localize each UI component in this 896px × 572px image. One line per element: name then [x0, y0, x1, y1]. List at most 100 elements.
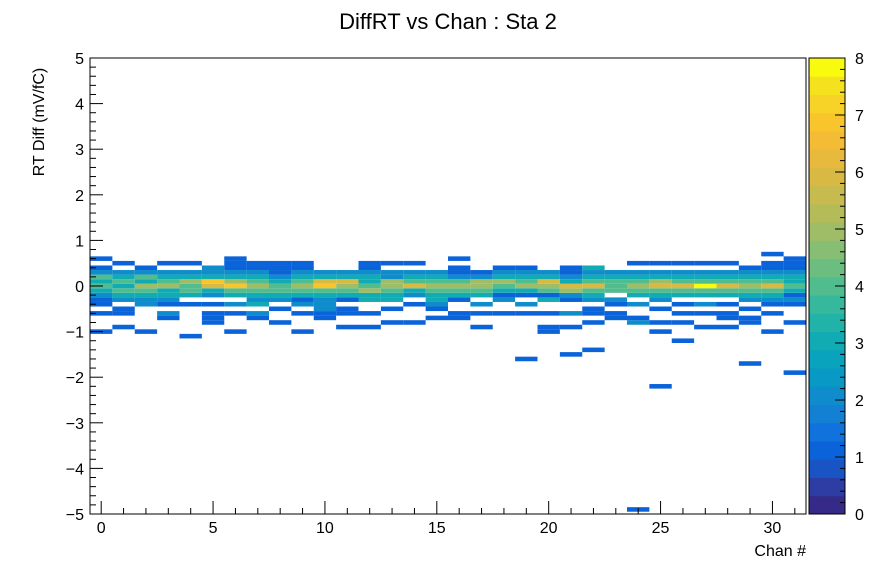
heatmap-cell	[313, 288, 337, 293]
heatmap-cell	[470, 279, 493, 284]
heatmap-cell	[627, 274, 650, 280]
heatmap-cell	[403, 270, 426, 275]
heatmap-cell	[224, 311, 247, 316]
heatmap-cell	[761, 251, 784, 257]
heatmap-cell	[694, 283, 717, 289]
heatmap-cell	[336, 297, 359, 302]
heatmap-cell	[582, 274, 605, 280]
y-tick-label: 2	[75, 188, 84, 205]
heatmap-cell	[157, 292, 180, 298]
heatmap-cell	[649, 384, 672, 389]
heatmap-cell	[738, 320, 762, 325]
heatmap-cell	[470, 311, 493, 316]
heatmap-cell	[716, 260, 739, 266]
heatmap-cell	[201, 279, 225, 284]
heatmap-cell	[761, 283, 784, 289]
heatmap-cell	[649, 279, 672, 284]
heatmap-cell	[358, 292, 381, 298]
heatmap-cell	[515, 288, 538, 293]
heatmap-cell	[134, 270, 158, 275]
heatmap-cell	[761, 311, 784, 316]
heatmap-cell	[224, 256, 247, 261]
heatmap-cell	[425, 270, 448, 275]
heatmap-cell	[761, 329, 784, 334]
heatmap-cell	[470, 270, 493, 275]
heatmap-cell	[671, 311, 695, 316]
heatmap-cell	[671, 338, 695, 343]
heatmap-cell	[112, 283, 135, 289]
heatmap-cell	[179, 301, 202, 307]
heatmap-cell	[694, 279, 717, 284]
heatmap-cell	[112, 260, 135, 266]
heatmap-cell	[90, 270, 113, 275]
heatmap-cell	[627, 279, 650, 284]
heatmap-cell	[157, 274, 180, 280]
color-scale-segment	[809, 130, 845, 150]
heatmap-cell	[269, 260, 292, 266]
color-scale-segment	[809, 276, 845, 296]
heatmap-cell	[783, 292, 806, 298]
heatmap-cell	[336, 283, 359, 289]
color-scale-segment	[809, 185, 845, 205]
heatmap-cell	[313, 279, 337, 284]
heatmap-cell	[224, 301, 247, 307]
heatmap-cell	[90, 297, 113, 302]
heatmap-cell	[492, 288, 516, 293]
heatmap-cell	[112, 292, 135, 298]
heatmap-cell	[716, 292, 739, 298]
heatmap-cell	[134, 274, 158, 280]
color-scale-segment	[809, 167, 845, 187]
heatmap-cell	[112, 279, 135, 284]
heatmap-cell	[783, 265, 806, 271]
heatmap-cell	[537, 297, 560, 302]
heatmap-cell	[90, 274, 113, 280]
heatmap-cell	[246, 311, 269, 316]
heatmap-cell	[112, 324, 135, 330]
color-scale-tick-label: 5	[855, 222, 864, 239]
color-scale-tick-label: 6	[855, 165, 864, 182]
heatmap-cell	[358, 279, 381, 284]
heatmap-cell	[380, 320, 404, 325]
heatmap-cell	[761, 260, 784, 266]
heatmap-cell	[537, 279, 560, 284]
heatmap-cell	[738, 288, 762, 293]
heatmap-cell	[134, 329, 158, 334]
y-tick-label: −1	[66, 325, 84, 342]
heatmap-cell	[380, 306, 404, 312]
heatmap-cell	[112, 288, 135, 293]
heatmap-cell	[201, 265, 225, 271]
heatmap-cell	[157, 301, 180, 307]
heatmap-cell	[470, 288, 493, 293]
heatmap-cell	[269, 274, 292, 280]
heatmap-cell	[671, 301, 695, 307]
color-scale-segment	[809, 240, 845, 260]
heatmap-cell	[783, 256, 806, 261]
heatmap-cell	[112, 270, 135, 275]
heatmap-cell	[336, 270, 359, 275]
heatmap-cell	[291, 265, 314, 271]
heatmap-cell	[649, 274, 672, 280]
color-scale-segment	[809, 441, 845, 460]
axes: 0 5 10 15 20 25 30 −5 −4 −3 −2 −1 0 1 2 3 4 5	[66, 51, 807, 537]
heatmap-cell	[336, 288, 359, 293]
heatmap-cell	[604, 315, 627, 321]
heatmap-cell	[582, 347, 605, 353]
heatmap-cell	[716, 283, 739, 289]
heatmap-cell	[291, 311, 314, 316]
heatmap-cell	[582, 297, 605, 302]
heatmap-cell	[112, 274, 135, 280]
heatmap-cell	[448, 297, 471, 302]
heatmap-cell	[201, 315, 225, 321]
heatmap-cell	[694, 292, 717, 298]
x-tick-label: 10	[316, 520, 334, 537]
heatmap-cell	[515, 283, 538, 289]
heatmap-cell	[537, 324, 560, 330]
heatmap-cell	[694, 274, 717, 280]
heatmap-cell	[604, 279, 627, 284]
heatmap-cell	[582, 292, 605, 298]
heatmap-cell	[582, 270, 605, 275]
heatmap-cell	[448, 292, 471, 298]
heatmap-cell	[738, 315, 762, 321]
heatmap-cell	[604, 283, 627, 289]
